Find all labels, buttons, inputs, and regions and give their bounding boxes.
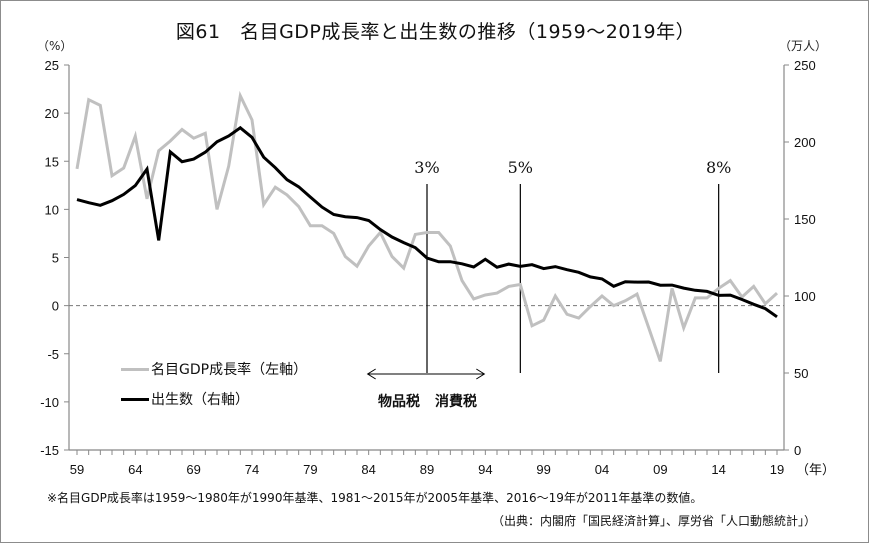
tax-rate-label: 8% <box>706 158 731 177</box>
tax-rate-label: 5% <box>508 158 533 177</box>
left-tick-label: -10 <box>40 395 59 410</box>
source-note: （出典：内閣府「国民経済計算」、厚労省「人口動態統計」） <box>492 512 816 529</box>
tax-label-consumption: 消費税 <box>435 393 477 410</box>
x-tick-label: 74 <box>245 462 259 477</box>
left-tick-label: 15 <box>45 154 59 169</box>
legend-label-gdp: 名目GDP成長率（左軸） <box>151 359 307 379</box>
tax-label-commodity: 物品税 <box>378 393 420 410</box>
x-tick-label: 99 <box>536 462 550 477</box>
x-tick-label: 84 <box>361 462 375 477</box>
x-tick-label: 94 <box>478 462 492 477</box>
left-tick-label: 5 <box>52 251 59 266</box>
right-tick-label: 50 <box>794 366 808 381</box>
legend-swatch-births <box>121 398 149 401</box>
legend-swatch-gdp <box>121 368 149 371</box>
x-tick-label: 89 <box>420 462 434 477</box>
x-tick-label: 04 <box>595 462 609 477</box>
x-tick-label: 09 <box>653 462 667 477</box>
left-tick-label: 0 <box>52 299 59 314</box>
footnote: ※名目GDP成長率は1959～1980年が1990年基準、1981～2015年が… <box>47 489 702 506</box>
tax-rate-label: 3% <box>414 158 439 177</box>
legend-item-gdp: 名目GDP成長率（左軸） <box>121 359 307 379</box>
x-tick-label: 14 <box>711 462 725 477</box>
left-tick-label: 20 <box>45 106 59 121</box>
right-tick-label: 150 <box>794 212 816 227</box>
right-tick-label: 100 <box>794 289 816 304</box>
x-axis-unit: （年） <box>796 462 835 477</box>
right-tick-label: 0 <box>794 443 801 458</box>
x-tick-label: 59 <box>70 462 84 477</box>
right-tick-label: 250 <box>794 58 816 73</box>
left-tick-label: 25 <box>45 58 59 73</box>
left-tick-label: -5 <box>47 347 59 362</box>
legend-item-births: 出生数（右軸） <box>121 389 249 409</box>
left-tick-label: 10 <box>45 202 59 217</box>
left-tick-label: -15 <box>40 443 59 458</box>
x-tick-label: 69 <box>186 462 200 477</box>
legend-label-births: 出生数（右軸） <box>151 389 249 409</box>
x-tick-label: 79 <box>303 462 317 477</box>
x-tick-label: 64 <box>128 462 142 477</box>
right-tick-label: 200 <box>794 135 816 150</box>
x-tick-label: 19 <box>770 462 784 477</box>
